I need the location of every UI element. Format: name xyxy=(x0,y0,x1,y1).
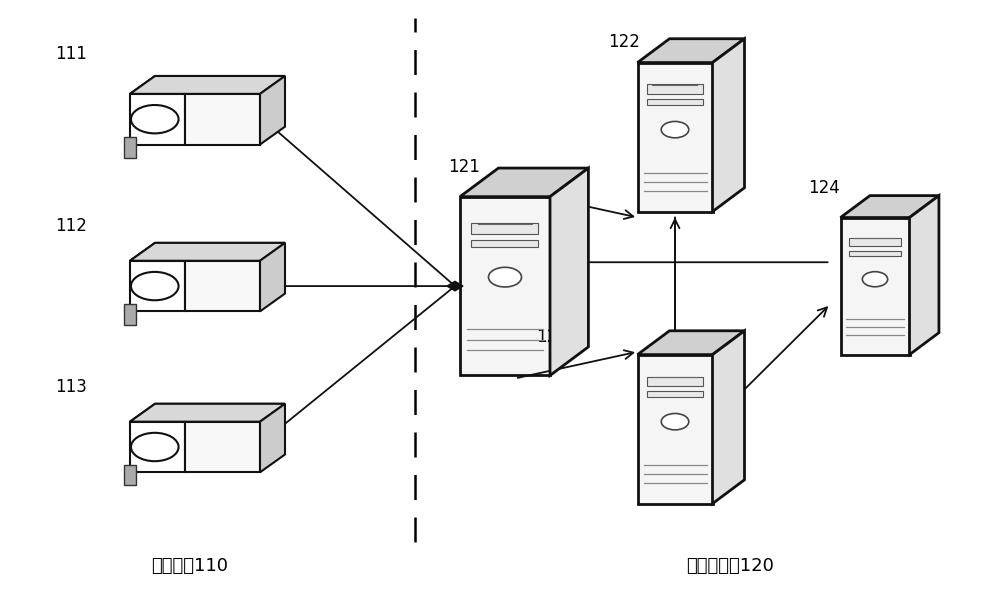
Polygon shape xyxy=(130,404,285,422)
Bar xyxy=(124,465,136,485)
Polygon shape xyxy=(260,76,285,144)
Bar xyxy=(471,240,538,247)
Bar xyxy=(647,85,703,94)
Polygon shape xyxy=(638,39,744,63)
Polygon shape xyxy=(185,94,260,144)
Circle shape xyxy=(488,267,522,287)
Polygon shape xyxy=(638,63,712,212)
Polygon shape xyxy=(638,355,712,504)
Polygon shape xyxy=(638,331,744,355)
Polygon shape xyxy=(460,168,588,197)
Text: 123: 123 xyxy=(536,328,568,346)
Polygon shape xyxy=(712,39,744,212)
Circle shape xyxy=(862,272,888,287)
Polygon shape xyxy=(550,168,588,375)
Polygon shape xyxy=(130,243,285,261)
Polygon shape xyxy=(185,261,260,311)
Polygon shape xyxy=(130,422,185,472)
Polygon shape xyxy=(840,195,939,218)
Circle shape xyxy=(131,272,179,300)
Polygon shape xyxy=(260,404,285,472)
Circle shape xyxy=(131,433,179,461)
Polygon shape xyxy=(130,404,285,422)
Text: 124: 124 xyxy=(808,179,840,197)
Polygon shape xyxy=(130,76,285,94)
Text: 122: 122 xyxy=(608,33,640,51)
Bar xyxy=(849,238,901,246)
Circle shape xyxy=(661,414,689,430)
Polygon shape xyxy=(130,243,285,261)
Polygon shape xyxy=(130,76,285,94)
Text: 111: 111 xyxy=(55,45,87,63)
Bar xyxy=(647,98,703,105)
Polygon shape xyxy=(185,422,260,472)
Polygon shape xyxy=(840,218,910,355)
Bar xyxy=(647,390,703,397)
Circle shape xyxy=(131,105,179,134)
Bar xyxy=(471,223,538,234)
Text: 112: 112 xyxy=(55,218,87,235)
Polygon shape xyxy=(460,197,550,375)
Text: 数据服务器120: 数据服务器120 xyxy=(686,557,774,575)
Polygon shape xyxy=(260,243,285,311)
Text: 前端设备110: 前端设备110 xyxy=(152,557,228,575)
Bar xyxy=(124,137,136,157)
Polygon shape xyxy=(130,94,185,144)
Polygon shape xyxy=(910,195,939,355)
Polygon shape xyxy=(712,331,744,504)
Text: 113: 113 xyxy=(55,378,87,396)
Bar xyxy=(849,251,901,256)
Text: 121: 121 xyxy=(448,158,480,176)
Bar xyxy=(124,304,136,324)
Polygon shape xyxy=(447,281,463,291)
Bar xyxy=(647,377,703,386)
Polygon shape xyxy=(130,261,185,311)
Circle shape xyxy=(661,122,689,138)
